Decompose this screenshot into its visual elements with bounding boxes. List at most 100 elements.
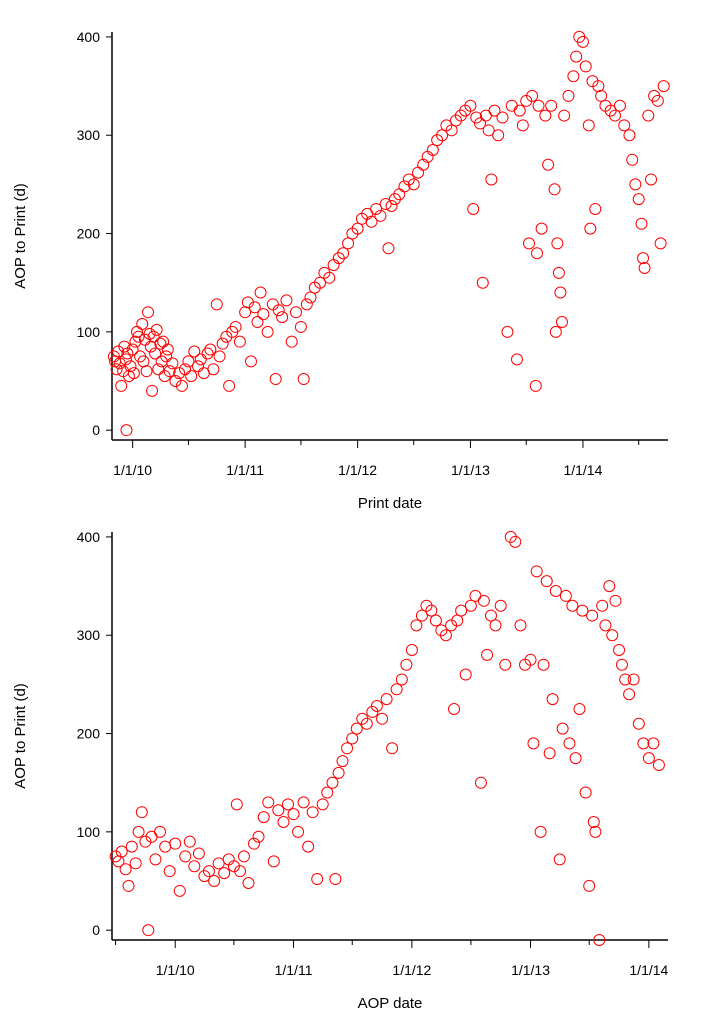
- data-point: [297, 373, 310, 386]
- data-point: [583, 879, 596, 892]
- y-axis-title: AOP to Print (d): [12, 183, 29, 289]
- data-point: [505, 99, 518, 112]
- data-point: [351, 222, 364, 235]
- data-point: [599, 619, 612, 632]
- data-point: [129, 857, 142, 870]
- data-point: [182, 355, 195, 368]
- data-point: [297, 796, 310, 809]
- data-point: [173, 367, 186, 380]
- data-point: [582, 119, 595, 132]
- data-point: [496, 111, 509, 124]
- data-point: [645, 173, 658, 186]
- data-point: [336, 755, 349, 768]
- data-point: [619, 673, 632, 686]
- data-point: [267, 855, 280, 868]
- data-point: [321, 786, 334, 799]
- data-point: [212, 857, 225, 870]
- data-point: [474, 776, 487, 789]
- data-point: [304, 291, 317, 304]
- x-tick-label: 1/1/12: [392, 962, 431, 978]
- data-point: [152, 363, 165, 376]
- data-point: [233, 335, 246, 348]
- data-point: [261, 325, 274, 338]
- data-point: [579, 786, 592, 799]
- data-point: [526, 89, 539, 102]
- data-point: [603, 580, 616, 593]
- data-point: [448, 702, 461, 715]
- data-point: [341, 742, 354, 755]
- data-point: [300, 298, 313, 311]
- data-point: [589, 825, 602, 838]
- data-point: [166, 357, 179, 370]
- chart-2: 0 100 200 300 400 1/1/10 1/1/11 1/1/12 1/1/13 1/1…: [12, 529, 669, 1012]
- data-point: [210, 298, 223, 311]
- data-point: [142, 924, 155, 937]
- data-point: [269, 373, 282, 386]
- data-point: [642, 109, 655, 122]
- data-point: [208, 875, 221, 888]
- data-point: [379, 198, 392, 211]
- data-point: [558, 109, 571, 122]
- data-point: [481, 648, 494, 661]
- data-point: [323, 271, 336, 284]
- data-point: [380, 693, 393, 706]
- data-point: [337, 247, 350, 260]
- data-point: [326, 776, 339, 789]
- data-point: [555, 316, 568, 329]
- data-point: [393, 188, 406, 201]
- data-point: [251, 316, 264, 329]
- data-point: [573, 30, 586, 43]
- data-point: [179, 850, 192, 863]
- data-point: [445, 124, 458, 137]
- data-point: [125, 840, 138, 853]
- data-point: [499, 658, 512, 671]
- data-point: [153, 825, 166, 838]
- data-point: [417, 158, 430, 171]
- data-point: [227, 860, 240, 873]
- data-point: [135, 806, 148, 819]
- data-point: [154, 337, 167, 350]
- data-point: [157, 335, 170, 348]
- data-point: [546, 693, 559, 706]
- data-point: [395, 673, 408, 686]
- data-point: [191, 360, 204, 373]
- data-point: [350, 722, 363, 735]
- y-tick-label: 100: [77, 324, 101, 340]
- y-tick-label: 300: [77, 627, 101, 643]
- data-point: [222, 853, 235, 866]
- data-point: [318, 266, 331, 279]
- data-point: [163, 365, 176, 378]
- data-point: [146, 384, 159, 397]
- data-point: [554, 286, 567, 299]
- data-point: [552, 266, 565, 279]
- data-point: [277, 816, 290, 829]
- data-point: [280, 294, 293, 307]
- data-point: [632, 193, 645, 206]
- data-point: [651, 94, 664, 107]
- data-point: [501, 325, 514, 338]
- data-point: [158, 370, 171, 383]
- y-tick-label: 0: [92, 922, 100, 938]
- data-point: [365, 215, 378, 228]
- data-point: [654, 237, 667, 250]
- data-point: [188, 860, 201, 873]
- data-point: [473, 117, 486, 130]
- data-point: [147, 330, 160, 343]
- data-point: [556, 722, 569, 735]
- data-point: [207, 363, 220, 376]
- data-point: [420, 599, 433, 612]
- data-point: [159, 840, 172, 853]
- data-point: [294, 320, 307, 333]
- data-point: [548, 183, 561, 196]
- data-point: [119, 353, 132, 366]
- data-point: [163, 865, 176, 878]
- data-point: [509, 535, 522, 548]
- data-point: [613, 99, 626, 112]
- data-point: [642, 752, 655, 765]
- data-point: [272, 304, 285, 317]
- data-point: [118, 340, 131, 353]
- data-point: [627, 673, 640, 686]
- data-point: [185, 370, 198, 383]
- data-point: [132, 825, 145, 838]
- data-point: [615, 658, 628, 671]
